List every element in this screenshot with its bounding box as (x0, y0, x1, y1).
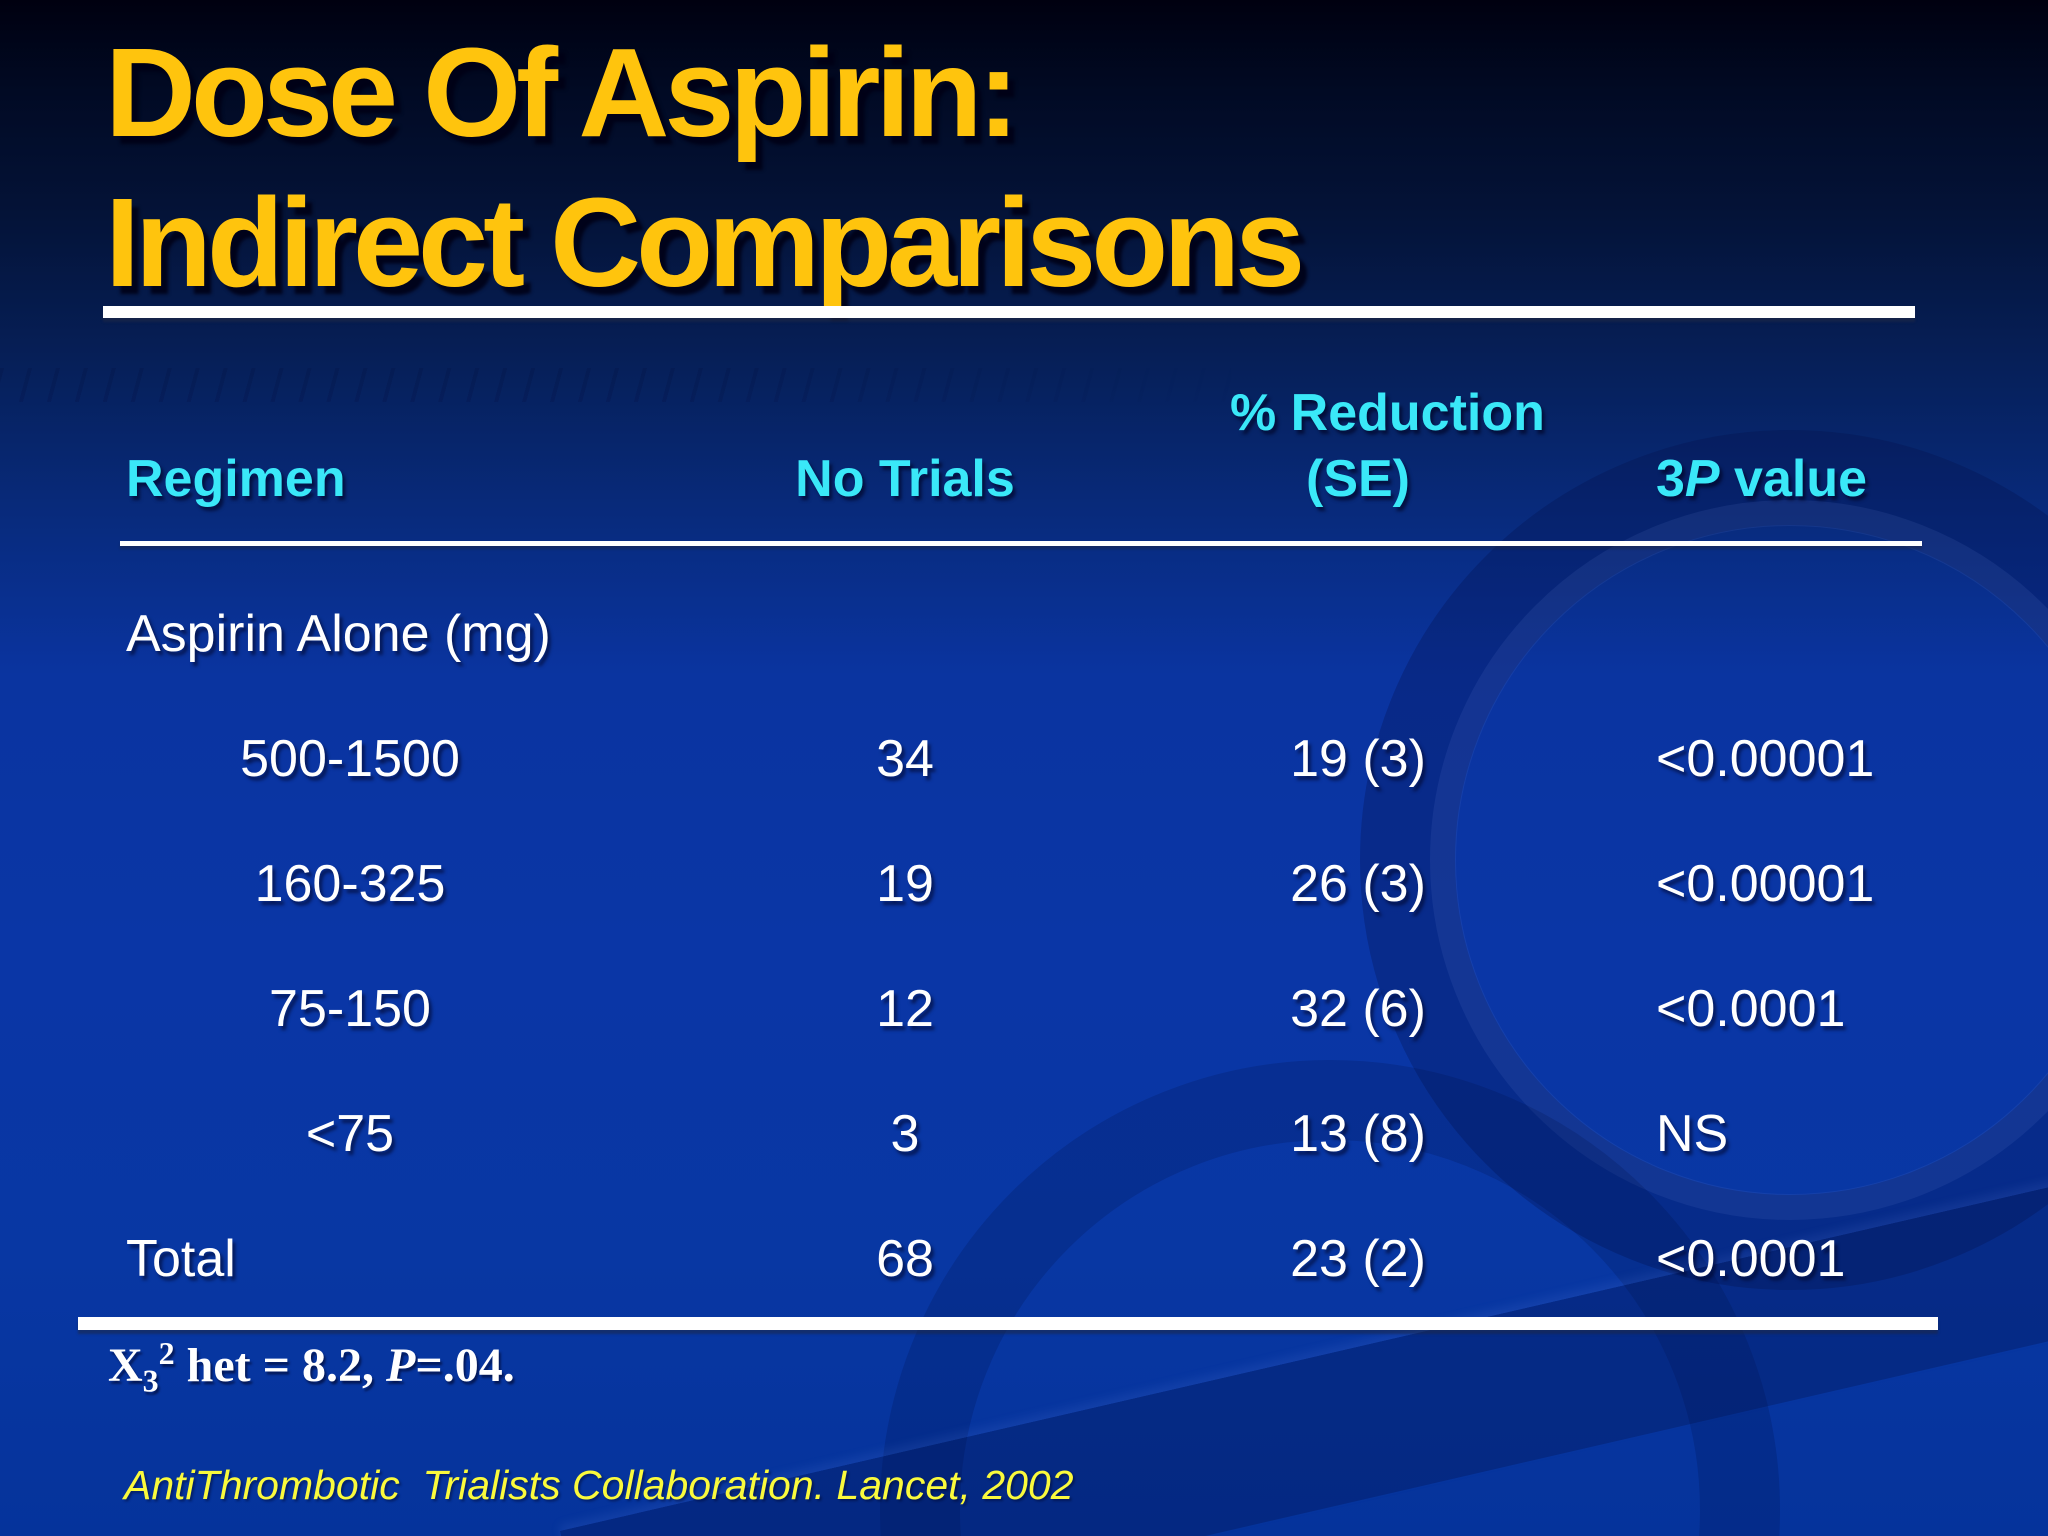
reduction-header-line2: (SE) (1306, 450, 1410, 508)
cell-no-trials: 12 (876, 979, 934, 1038)
slide-title: Dose Of Aspirin: Indirect Comparisons (105, 18, 1305, 318)
reduction-header-line1: % Reduction (1230, 384, 1545, 442)
table-row-total: Total 68 23 (2) <0.0001 (120, 1196, 1935, 1321)
header-underline (120, 541, 1922, 546)
footnote-italic-p: P (386, 1339, 416, 1392)
chi-superscript: 2 (158, 1335, 175, 1371)
table-row: 160-325 19 26 (3) <0.00001 (120, 821, 1935, 946)
cell-no-trials: 3 (890, 1104, 920, 1163)
table-header-row: Regimen No Trials % Reduction (SE) 3P val… (120, 350, 1935, 512)
table-row: 500-1500 34 19 (3) <0.00001 (120, 696, 1935, 821)
cell-p-value: <0.00001 (1656, 729, 1875, 788)
cell-regimen: <75 (305, 1104, 395, 1163)
footnote-text: het = 8.2, (174, 1339, 387, 1392)
title-line-1: Dose Of Aspirin: (105, 22, 1019, 163)
cell-regimen: 75-150 (269, 979, 431, 1038)
cell-p-value: NS (1656, 1104, 1729, 1163)
footnote-tail: =.04. (415, 1339, 515, 1392)
cell-reduction-se-total: 23 (2) (1290, 1229, 1426, 1288)
cell-regimen: 160-325 (254, 854, 446, 913)
cell-no-trials: 19 (876, 854, 934, 913)
chi-subscript: 3 (142, 1362, 159, 1399)
column-header-reduction-se: % Reduction (SE) (1230, 380, 1545, 512)
group-label: Aspirin Alone (mg) (126, 604, 551, 663)
table-row-group-header: Aspirin Alone (mg) (120, 571, 1935, 696)
citation: AntiThrombotic Trialists Collaboration. … (124, 1462, 1074, 1508)
table-body: Aspirin Alone (mg) 500-1500 34 19 (3) <0… (120, 571, 1935, 1321)
cell-p-value-total: <0.0001 (1656, 1229, 1846, 1288)
cell-reduction-se: 19 (3) (1290, 729, 1426, 788)
p-value-header-suffix: value (1719, 450, 1868, 508)
cell-no-trials: 34 (876, 729, 934, 788)
cell-p-value: <0.0001 (1656, 979, 1846, 1038)
table-row: <75 3 13 (8) NS (120, 1071, 1935, 1196)
cell-reduction-se: 13 (8) (1290, 1104, 1426, 1163)
cell-regimen-total: Total (126, 1229, 236, 1288)
table-bottom-line (78, 1317, 1938, 1330)
title-line-2: Indirect Comparisons (105, 172, 1305, 313)
cell-no-trials-total: 68 (876, 1229, 934, 1288)
table-row: 75-150 12 32 (6) <0.0001 (120, 946, 1935, 1071)
cell-reduction-se: 26 (3) (1290, 854, 1426, 913)
p-value-header-italic-p: P (1684, 450, 1720, 508)
column-header-no-trials: No Trials (795, 450, 1015, 508)
cell-regimen: 500-1500 (240, 729, 460, 788)
column-header-regimen: Regimen (126, 450, 346, 508)
column-header-p-value: 3P value (1486, 446, 1935, 512)
cell-reduction-se: 32 (6) (1290, 979, 1426, 1038)
cell-p-value: <0.00001 (1656, 854, 1875, 913)
p-value-header-prefix: 3 (1656, 450, 1685, 508)
title-underline (103, 306, 1915, 318)
chi-symbol: X (108, 1339, 143, 1392)
heterogeneity-footnote: X32 het = 8.2, P=.04. (108, 1335, 515, 1397)
